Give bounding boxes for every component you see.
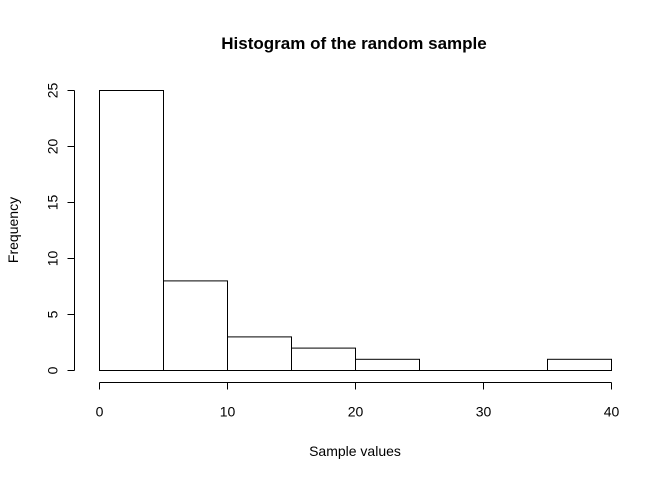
y-axis-label: Frequency (5, 197, 21, 263)
y-tick-label: 5 (45, 310, 61, 318)
histogram-bar (547, 358, 612, 371)
y-tick-label: 15 (45, 195, 61, 211)
chart-title: Histogram of the random sample (221, 34, 486, 53)
bars-group (99, 90, 612, 372)
x-axis-label: Sample values (309, 443, 401, 459)
y-tick-label: 10 (45, 251, 61, 267)
histogram-bar (227, 336, 292, 371)
x-tick-label: 40 (604, 404, 620, 420)
x-tick-label: 20 (348, 404, 364, 420)
x-tick-label: 0 (96, 404, 104, 420)
histogram-bar (355, 358, 420, 371)
y-tick-label: 25 (45, 83, 61, 99)
x-axis: 0 10 20 30 40 (96, 382, 620, 420)
x-tick-label: 30 (476, 404, 492, 420)
x-tick-label: 10 (220, 404, 236, 420)
histogram-bar (163, 280, 228, 371)
y-tick-label: 20 (45, 139, 61, 155)
y-tick-label: 0 (45, 366, 61, 374)
y-axis: 0 5 10 15 20 25 (45, 83, 75, 374)
histogram-bar (99, 90, 164, 371)
histogram-bar (291, 347, 356, 372)
